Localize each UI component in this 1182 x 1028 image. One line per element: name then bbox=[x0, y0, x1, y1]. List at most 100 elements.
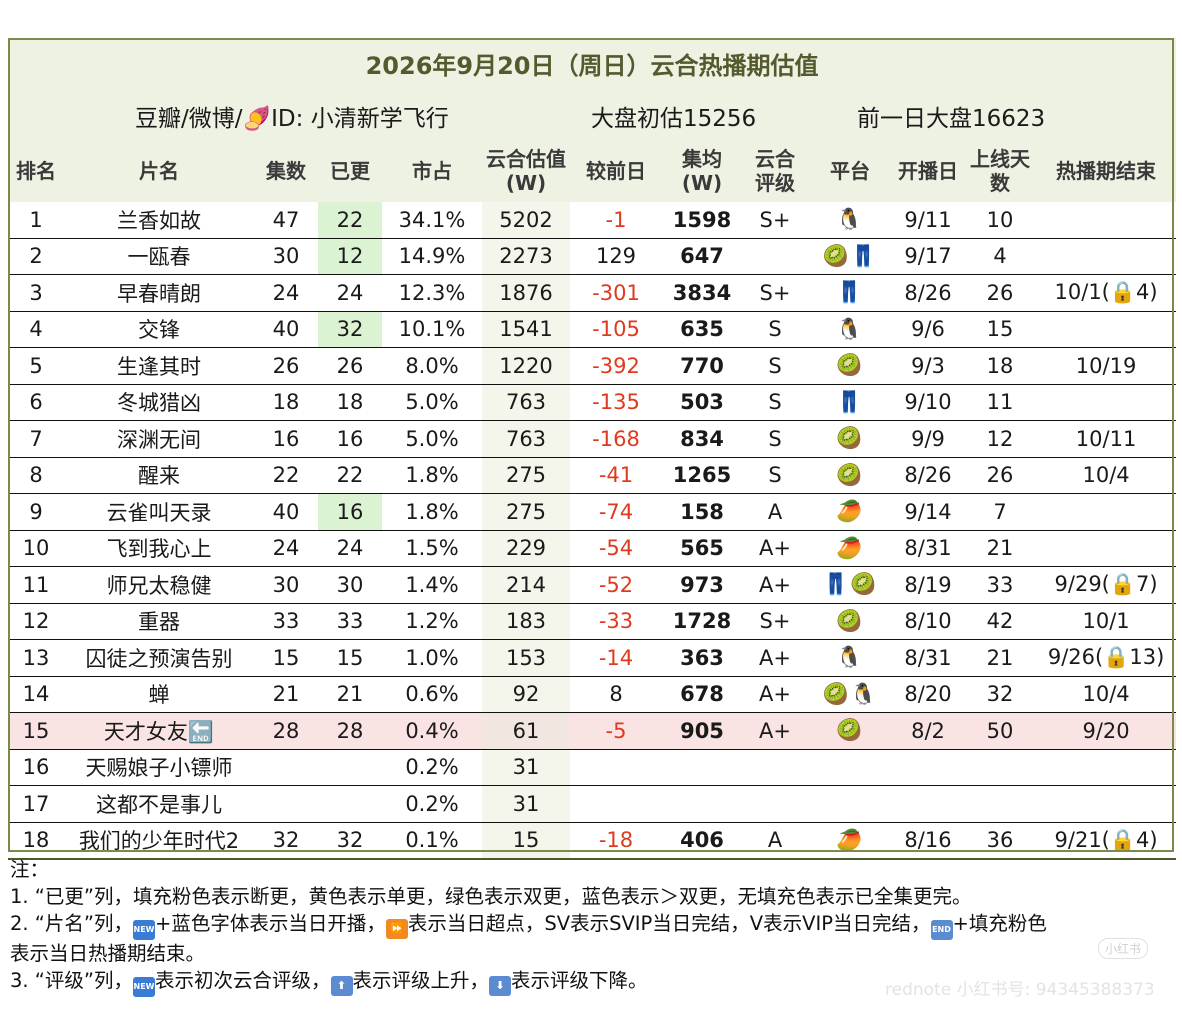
cell-estimate: 763 bbox=[482, 420, 570, 458]
cell-avg: 503 bbox=[662, 384, 742, 421]
watermark-id: rednote 小红书号: 94345388373 bbox=[885, 980, 1155, 1000]
cell-updated: 16 bbox=[318, 420, 382, 458]
cell-platform: 🥝 bbox=[808, 603, 892, 640]
cell-grade: S bbox=[742, 457, 808, 494]
col-avg-header: 集均 (W) bbox=[662, 140, 742, 202]
cell-share: 14.9% bbox=[382, 238, 482, 275]
cell-diff bbox=[570, 749, 662, 786]
cell-episodes: 28 bbox=[254, 712, 318, 750]
table-row: 2 一瓯春 30 12 14.9% 2273 129 647 🥝👖 9/17 4 bbox=[8, 238, 1177, 275]
ratings-table-container: 2026年9月20日（周日）云合热播期估值 豆瓣/微博/🍠ID: 小清新学飞行 … bbox=[8, 38, 1177, 860]
cell-name: 一瓯春 bbox=[64, 238, 254, 275]
cell-share: 34.1% bbox=[382, 202, 482, 239]
cell-rank: 5 bbox=[8, 347, 64, 385]
previous-day-total: 前一日大盘16623 bbox=[857, 106, 1046, 132]
cell-avg: 406 bbox=[662, 822, 742, 860]
cell-grade: S+ bbox=[742, 202, 808, 239]
cell-rank: 4 bbox=[8, 311, 64, 348]
cell-start: 9/14 bbox=[892, 493, 964, 531]
cell-platform: 🥝 bbox=[808, 420, 892, 458]
col-platform-header: 平台 bbox=[808, 140, 892, 202]
note-2: 2. “片名”列，NEW+蓝色字体表示当日开播， ⏩ 表示当日超点，SV表示SVIP… bbox=[10, 910, 1175, 940]
cell-diff: -5 bbox=[570, 712, 662, 750]
cell-episodes bbox=[254, 749, 318, 786]
cell-start: 9/10 bbox=[892, 384, 964, 421]
cell-name: 囚徒之预演告别 bbox=[64, 639, 254, 677]
table-row: 13 囚徒之预演告别 15 15 1.0% 153 -14 363 A+ 🐧 8/31 21 9/26(… bbox=[8, 639, 1177, 677]
cell-episodes: 30 bbox=[254, 566, 318, 604]
cell-start: 9/3 bbox=[892, 347, 964, 385]
cell-updated: 18 bbox=[318, 384, 382, 421]
cell-platform: 🥭 bbox=[808, 822, 892, 860]
cell-share: 1.5% bbox=[382, 530, 482, 567]
table-row: 18 我们的少年时代2 32 32 0.1% 15 -18 406 A 🥭 8/16 36 9/21(🔒… bbox=[8, 822, 1177, 860]
cell-rank: 1 bbox=[8, 202, 64, 239]
cell-diff: -135 bbox=[570, 384, 662, 421]
cell-end: 10/1 bbox=[1036, 603, 1177, 640]
cell-episodes: 47 bbox=[254, 202, 318, 239]
cell-updated: 24 bbox=[318, 530, 382, 567]
cell-updated: 32 bbox=[318, 311, 382, 348]
cell-rank: 13 bbox=[8, 639, 64, 677]
subtitle-row: 豆瓣/微博/🍠ID: 小清新学飞行 大盘初估15256 前一日大盘16623 bbox=[8, 88, 1177, 140]
cell-grade: A+ bbox=[742, 712, 808, 750]
cell-updated bbox=[318, 785, 382, 823]
col-days-header: 上线天 数 bbox=[964, 140, 1036, 202]
cell-avg: 647 bbox=[662, 238, 742, 275]
cell-days: 26 bbox=[964, 457, 1036, 494]
cell-updated bbox=[318, 749, 382, 786]
cell-days bbox=[964, 749, 1036, 786]
cell-diff: -14 bbox=[570, 639, 662, 677]
cell-grade bbox=[742, 238, 808, 275]
cell-estimate: 183 bbox=[482, 603, 570, 640]
cell-platform: 🥝 bbox=[808, 347, 892, 385]
table-row: 8 醒来 22 22 1.8% 275 -41 1265 S 🥝 8/26 26 10/4 bbox=[8, 457, 1177, 494]
table-row: 16 天赐娘子小镖师 0.2% 31 bbox=[8, 749, 1177, 786]
cell-rank: 11 bbox=[8, 566, 64, 604]
cell-diff: -301 bbox=[570, 274, 662, 312]
cell-grade: S bbox=[742, 311, 808, 348]
cell-start: 9/11 bbox=[892, 202, 964, 239]
cell-avg: 678 bbox=[662, 676, 742, 713]
cell-updated: 22 bbox=[318, 202, 382, 239]
arrow-up-icon: ⬆ bbox=[330, 976, 353, 996]
cell-name: 早春晴朗 bbox=[64, 274, 254, 312]
cell-avg: 1598 bbox=[662, 202, 742, 239]
cell-end bbox=[1036, 202, 1177, 239]
cell-rank: 15 bbox=[8, 712, 64, 750]
cell-rank: 16 bbox=[8, 749, 64, 786]
col-end-header: 热播期结束 bbox=[1036, 140, 1177, 202]
cell-estimate: 31 bbox=[482, 749, 570, 786]
cell-avg: 834 bbox=[662, 420, 742, 458]
table-row: 1 兰香如故 47 22 34.1% 5202 -1 1598 S+ 🐧 9/11 10 bbox=[8, 202, 1177, 239]
cell-rank: 6 bbox=[8, 384, 64, 421]
cell-rank: 8 bbox=[8, 457, 64, 494]
cell-avg: 770 bbox=[662, 347, 742, 385]
cell-start: 9/9 bbox=[892, 420, 964, 458]
cell-end: 10/4 bbox=[1036, 457, 1177, 494]
cell-share: 10.1% bbox=[382, 311, 482, 348]
cell-start: 8/31 bbox=[892, 639, 964, 677]
col-name-header: 片名 bbox=[64, 140, 254, 202]
cell-episodes: 32 bbox=[254, 822, 318, 860]
end-icon: END bbox=[930, 920, 953, 940]
cell-days: 21 bbox=[964, 530, 1036, 567]
cell-estimate: 1541 bbox=[482, 311, 570, 348]
cell-name: 云雀叫天录 bbox=[64, 493, 254, 531]
cell-estimate: 31 bbox=[482, 785, 570, 823]
cell-name: 天才女友🔚 bbox=[64, 712, 254, 750]
cell-rank: 9 bbox=[8, 493, 64, 531]
cell-share: 5.0% bbox=[382, 420, 482, 458]
col-episodes-header: 集数 bbox=[254, 140, 318, 202]
cell-diff: 8 bbox=[570, 676, 662, 713]
cell-estimate: 15 bbox=[482, 822, 570, 860]
col-rank-header: 排名 bbox=[8, 140, 64, 202]
note-2-cont: 表示当日热播期结束。 bbox=[10, 942, 206, 965]
col-updated-header: 已更 bbox=[318, 140, 382, 202]
cell-end: 10/4 bbox=[1036, 676, 1177, 713]
cell-platform: 👖🥝 bbox=[808, 566, 892, 604]
col-diff-header: 较前日 bbox=[570, 140, 662, 202]
cell-days: 26 bbox=[964, 274, 1036, 312]
cell-episodes: 15 bbox=[254, 639, 318, 677]
cell-end bbox=[1036, 238, 1177, 275]
